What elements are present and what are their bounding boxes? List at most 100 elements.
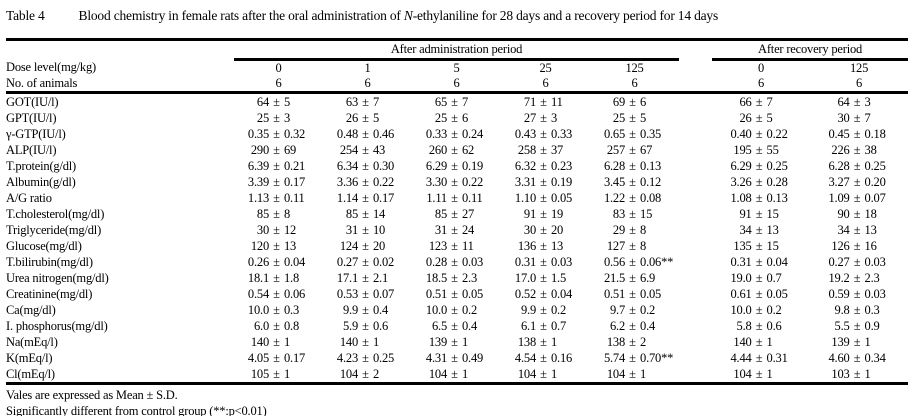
plus-minus-symbol: ± [540,334,547,349]
plus-minus-symbol: ± [362,366,369,381]
mean-value: 3.45 [603,174,626,189]
sd-value: 11 [462,238,474,253]
value-cell: 63 ±7 [323,93,412,111]
mean-value: 0.35 [247,126,269,141]
mean-value: 104 [428,366,447,381]
row-label: I. phosphorus(mg/dl) [6,318,108,333]
plus-minus-symbol: ± [362,190,369,205]
mean-value: 120 [250,238,269,253]
animals-count: 6 [501,76,590,94]
mean-value: 17.1 [336,270,358,285]
sd-value: 1 [373,334,380,349]
mean-value: 25 [434,110,447,125]
sd-value: 0.6 [766,318,782,333]
plus-minus-symbol: ± [629,190,636,205]
sd-value: 0.17 [373,190,395,205]
value-cell: 64 ±5 [234,93,323,111]
value-cell: 0.27 ±0.03 [810,254,908,270]
plus-minus-symbol: ± [629,302,636,317]
sd-value: 69 [284,142,297,157]
sd-value: 2.3 [864,270,880,285]
sd-value: 13 [864,222,877,237]
mean-value: 30 [523,222,536,237]
sd-value: 67 [640,142,653,157]
plus-minus-symbol: ± [755,206,763,221]
value-cell: 91 ±15 [712,206,810,222]
mean-value: 258 [517,142,536,157]
sd-value: 0.05 [551,190,573,205]
mean-value: 4.60 [828,350,850,365]
sd-value: 0.4 [462,318,478,333]
mean-value: 6.1 [520,318,536,333]
sd-value: 8 [640,222,647,237]
plus-minus-symbol: ± [451,334,458,349]
plus-minus-symbol: ± [629,126,636,141]
mean-value: 18.1 [247,270,269,285]
mean-value: 63 [345,94,358,109]
plus-minus-symbol: ± [451,94,458,109]
mean-value: 31 [434,222,447,237]
mean-value: 1.09 [828,190,850,205]
mean-value: 105 [250,366,269,381]
sd-value: 0.35 [640,126,662,141]
value-cell: 0.59 ±0.03 [810,286,908,302]
mean-value: 4.44 [730,350,752,365]
mean-value: 91 [739,206,752,221]
sd-value: 1 [864,334,871,349]
plus-minus-symbol: ± [362,286,369,301]
mean-value: 0.31 [730,254,752,269]
mean-value: 85 [345,206,358,221]
mean-value: 104 [733,366,752,381]
plus-minus-symbol: ± [755,142,763,157]
animals-count: 6 [590,76,680,94]
value-cell: 85 ±8 [234,206,323,222]
plus-minus-symbol: ± [540,222,547,237]
value-cell: 6.29 ±0.25 [712,158,810,174]
value-cell: 30 ±12 [234,222,323,238]
plus-minus-symbol: ± [540,158,547,173]
sd-value: 0.07 [373,286,395,301]
plus-minus-symbol: ± [540,366,547,381]
sd-value: 7 [462,94,469,109]
column-gap [679,110,712,126]
sd-value: 2.3 [462,270,478,285]
value-cell: 4.05 ±0.17 [234,350,323,366]
mean-value: 0.54 [247,286,269,301]
mean-value: 135 [733,238,752,253]
column-gap [679,334,712,350]
sd-value: 0.4 [373,302,389,317]
sd-value: 1 [766,366,773,381]
mean-value: 6.29 [730,158,752,173]
value-cell: 0.45 ±0.18 [810,126,908,142]
table-row: GPT(IU/l) 25 ±3 26 ±5 25 ±6 27 ±3 25 ±5 26 ±5 30 ±7 [6,110,908,126]
column-gap [679,270,712,286]
sd-value: 1 [551,334,558,349]
sd-value: 12 [284,222,297,237]
sd-value: 11 [551,94,563,109]
sd-value: 1.5 [551,270,567,285]
sd-value: 2 [373,366,380,381]
mean-value: 1.10 [514,190,536,205]
column-gap [679,238,712,254]
plus-minus-symbol: ± [755,334,763,349]
sd-value: 0.22 [766,126,788,141]
value-cell: 4.60 ±0.34 [810,350,908,366]
plus-minus-symbol: ± [540,270,547,285]
sd-value: 0.20 [864,174,886,189]
mean-value: 3.27 [828,174,850,189]
sd-value: 14 [373,206,386,221]
sd-value: 5 [766,110,773,125]
plus-minus-symbol: ± [451,350,458,365]
plus-minus-symbol: ± [629,238,636,253]
mean-value: 6.28 [603,158,626,173]
sd-value: 19 [551,206,564,221]
plus-minus-symbol: ± [853,222,861,237]
mean-value: 138 [606,334,626,349]
mean-value: 83 [612,206,626,221]
plus-minus-symbol: ± [540,254,547,269]
plus-minus-symbol: ± [451,286,458,301]
value-cell: 0.33 ±0.24 [412,126,501,142]
plus-minus-symbol: ± [362,270,369,285]
column-gap [679,126,712,142]
sd-value: 0.2 [766,302,782,317]
